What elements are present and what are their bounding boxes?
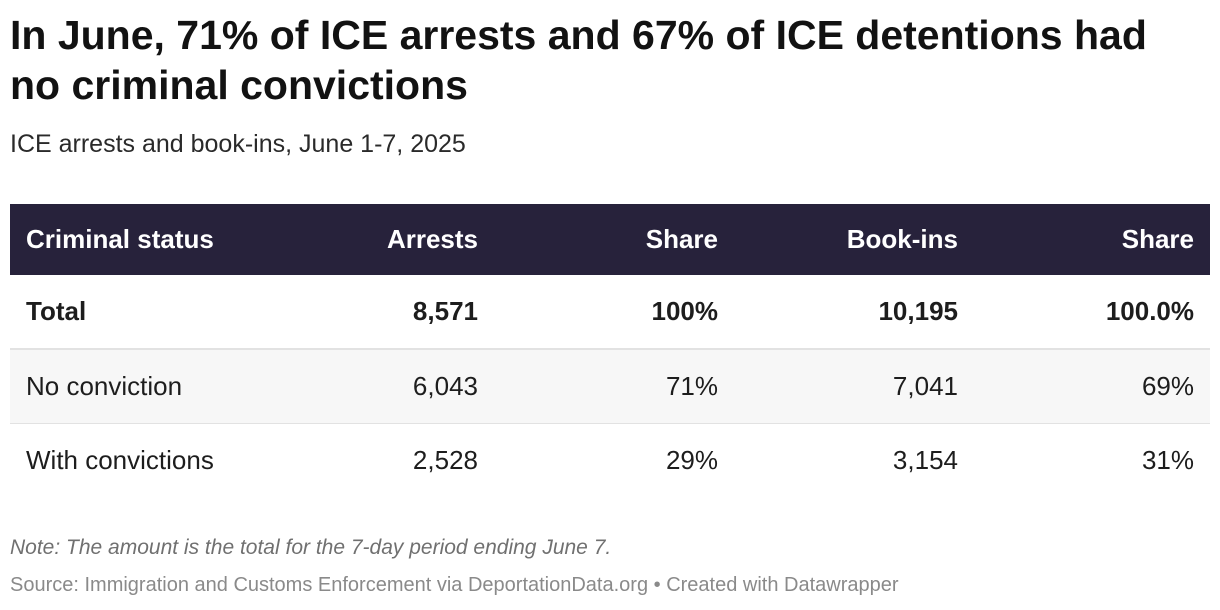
column-header: Share <box>494 204 734 275</box>
table-row: With convictions 2,528 29% 3,154 31% <box>10 424 1210 498</box>
table-row: No conviction 6,043 71% 7,041 69% <box>10 349 1210 424</box>
table-cell: 2,528 <box>412 445 478 475</box>
table-row: Total 8,571 100% 10,195 100.0% <box>10 275 1210 350</box>
table-cell: 6,043 <box>254 349 494 424</box>
table-cell: No conviction <box>10 349 254 424</box>
table-cell: 31% <box>1141 445 1194 475</box>
table-cell: 10,195 <box>734 275 974 350</box>
subtitle: ICE arrests and book-ins, June 1-7, 2025 <box>10 130 466 158</box>
table-cell: 100.0% <box>974 275 1210 350</box>
table-cell: 100% <box>494 275 734 350</box>
table-cell: 71% <box>494 349 734 424</box>
table-cell: 3,154 <box>892 445 958 475</box>
table-cell: 8,571 <box>254 275 494 350</box>
table-cell: 7,041 <box>734 349 974 424</box>
table-cell: With convictions <box>26 445 214 475</box>
column-header: Arrests <box>254 204 494 275</box>
column-header: Criminal status <box>10 204 254 275</box>
column-header: Share <box>974 204 1210 275</box>
note: Note: The amount is the total for the 7-… <box>10 536 612 559</box>
header-row: Criminal status Arrests Share Book-ins Share <box>10 204 1210 275</box>
table-body: Total 8,571 100% 10,195 100.0% No conviction 6… <box>10 275 1210 497</box>
table: Criminal status Arrests Share Book-ins Share… <box>10 204 1210 497</box>
source: Source: Immigration and Customs Enforcem… <box>10 574 899 596</box>
title: In June, 71% of ICE arrests and 67% of I… <box>10 12 1147 108</box>
table-cell: 29% <box>665 445 718 475</box>
column-header: Book-ins <box>734 204 974 275</box>
table-cell: 69% <box>974 349 1210 424</box>
table-cell: Total <box>10 275 254 350</box>
